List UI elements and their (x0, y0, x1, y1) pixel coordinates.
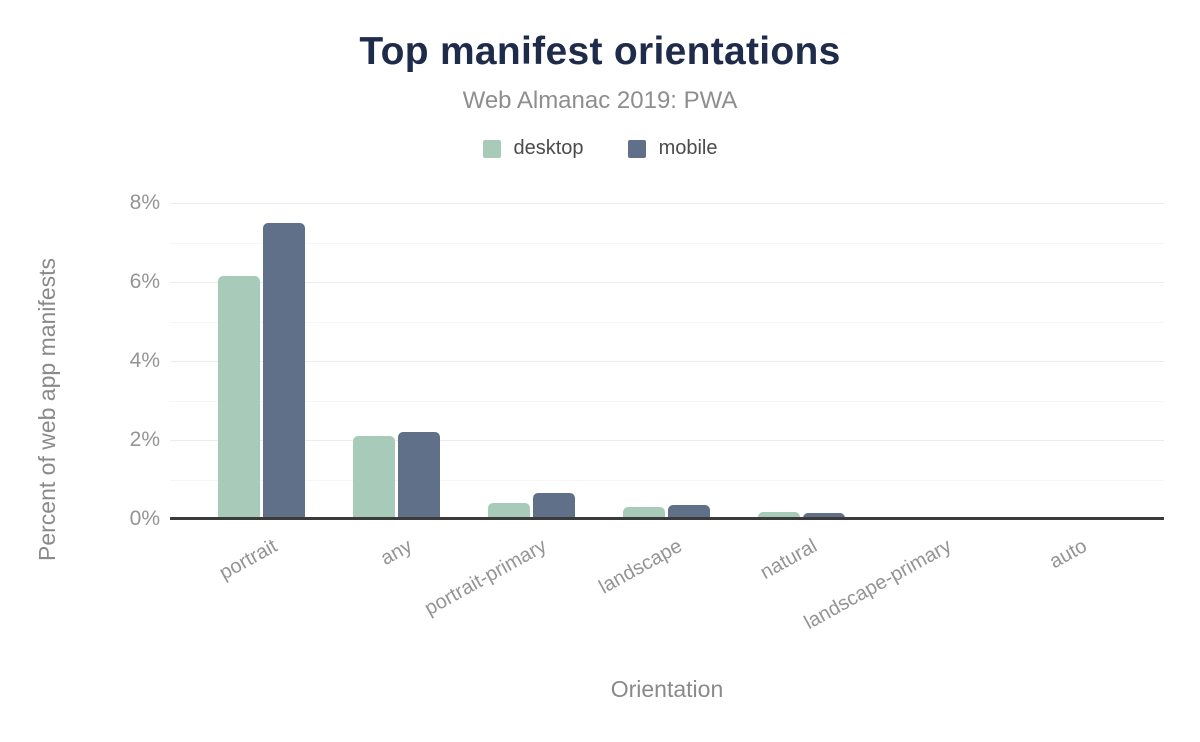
legend-item-desktop: desktop (482, 137, 584, 160)
x-tick-label-text-any: any (376, 535, 416, 570)
legend: desktop mobile (0, 137, 1200, 160)
bar-desktop-portrait-primary (488, 503, 530, 519)
legend-item-mobile: mobile (627, 137, 718, 160)
chart-title: Top manifest orientations (359, 30, 841, 73)
bar-mobile-landscape (668, 505, 710, 519)
x-tick-label-text-auto: auto (1045, 535, 1091, 574)
x-axis-line (170, 517, 1164, 520)
gridline-5pct (170, 322, 1164, 323)
bar-mobile-natural (803, 513, 845, 519)
bar-desktop-portrait (218, 276, 260, 519)
x-tick-label-text-portrait-primary: portrait-primary (421, 535, 551, 620)
gridline-8pct (170, 203, 1164, 204)
bar-mobile-portrait-primary (533, 493, 575, 519)
bar-desktop-any (353, 436, 395, 519)
y-tick-label-2: 2% (129, 428, 160, 451)
x-tick-label-text-natural: natural (756, 535, 821, 584)
chart-subtitle: Web Almanac 2019: PWA (462, 87, 738, 114)
legend-label-desktop: desktop (513, 137, 584, 159)
gridline-6pct (170, 282, 1164, 283)
x-axis-title: Orientation (610, 676, 724, 702)
x-tick-label-text-landscape-primary: landscape-primary (801, 535, 956, 635)
x-tick-label-text-portrait: portrait (215, 535, 281, 585)
bar-desktop-landscape (623, 507, 665, 519)
y-tick-label-6: 6% (129, 270, 160, 293)
y-tick-label-0: 0% (129, 507, 160, 530)
gridline-7pct (170, 243, 1164, 244)
gridline-2pct (170, 440, 1164, 441)
gridline-4pct (170, 361, 1164, 362)
mobile-swatch-icon (627, 139, 646, 158)
gridline-3pct (170, 401, 1164, 402)
gridline-1pct (170, 480, 1164, 481)
y-axis-title: Percent of web app manifests (34, 258, 60, 562)
desktop-swatch-icon (482, 139, 501, 158)
y-tick-label-8: 8% (129, 191, 160, 214)
x-tick-label-text-landscape: landscape (595, 535, 686, 599)
legend-label-mobile: mobile (658, 137, 718, 159)
bar-mobile-any (398, 432, 440, 519)
y-tick-label-4: 4% (129, 349, 160, 372)
bar-mobile-portrait (263, 223, 305, 519)
bar-desktop-natural (758, 512, 800, 519)
